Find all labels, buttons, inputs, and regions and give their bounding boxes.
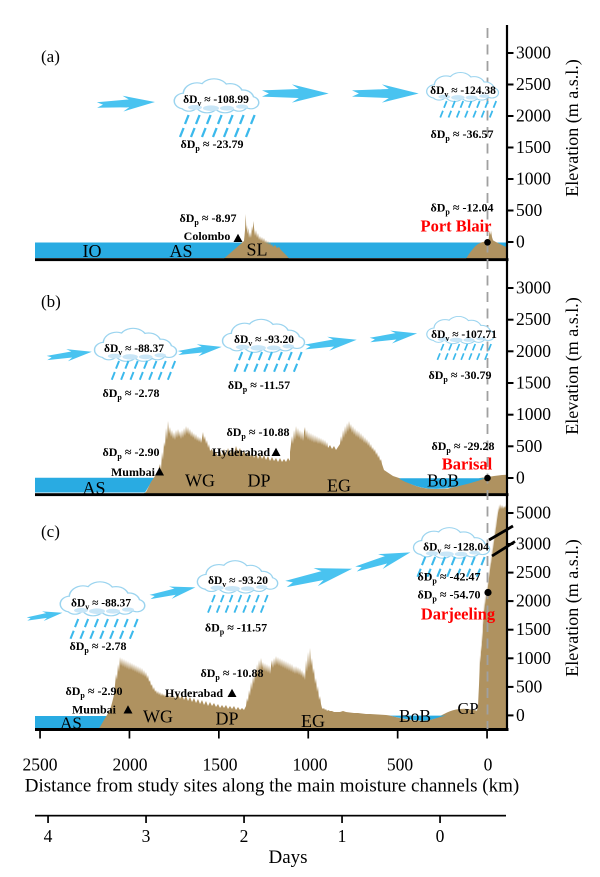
svg-text:δDv ≈ -88.37: δDv ≈ -88.37 [71,598,131,612]
svg-text:(b): (b) [41,292,61,311]
svg-text:AS: AS [82,478,105,498]
svg-text:δDp ≈ -2.78: δDp ≈ -2.78 [103,386,160,402]
svg-text:AS: AS [169,241,192,261]
svg-text:Hyderabad: Hyderabad [212,445,270,459]
svg-text:δDv ≈ -107.71: δDv ≈ -107.71 [431,329,497,343]
svg-text:δDp ≈ -12.04: δDp ≈ -12.04 [431,201,494,217]
svg-text:Elevation (m a.s.l.): Elevation (m a.s.l.) [562,59,583,196]
svg-text:1500: 1500 [516,619,551,639]
svg-text:δDp ≈ -30.79: δDp ≈ -30.79 [429,368,492,384]
svg-text:3000: 3000 [516,43,551,63]
svg-text:GP: GP [457,699,478,718]
svg-text:Mumbai: Mumbai [72,703,117,717]
svg-text:δDp ≈ -42.47: δDp ≈ -42.47 [418,570,481,586]
svg-text:2500: 2500 [516,309,551,329]
svg-text:AS: AS [60,714,82,733]
svg-text:500: 500 [387,755,414,775]
svg-text:EG: EG [301,711,325,731]
svg-text:2500: 2500 [516,74,551,94]
svg-text:(c): (c) [41,522,60,541]
svg-text:0: 0 [484,755,493,775]
svg-text:2000: 2000 [113,755,148,775]
svg-text:(a): (a) [41,47,60,66]
svg-text:1000: 1000 [293,755,328,775]
svg-text:1000: 1000 [516,648,551,668]
svg-text:Days: Days [268,847,307,868]
svg-text:δDv ≈ -88.37: δDv ≈ -88.37 [104,343,164,357]
svg-text:δDp ≈ -2.90: δDp ≈ -2.90 [103,445,160,461]
svg-text:WG: WG [143,707,173,727]
svg-text:Mumbai: Mumbai [111,465,156,479]
svg-text:δDp ≈ -2.90: δDp ≈ -2.90 [66,684,123,700]
svg-text:Barisal: Barisal [442,455,493,474]
svg-text:3: 3 [142,826,151,846]
svg-text:2500: 2500 [516,562,551,582]
svg-text:DP: DP [247,471,270,491]
svg-text:Elevation (m a.s.l.): Elevation (m a.s.l.) [562,297,583,434]
svg-text:δDp ≈ -36.57: δDp ≈ -36.57 [431,127,494,143]
svg-text:0: 0 [516,468,525,488]
svg-text:500: 500 [516,676,543,696]
svg-text:Elevation (m a.s.l.): Elevation (m a.s.l.) [562,539,583,676]
svg-text:δDv ≈ -124.38: δDv ≈ -124.38 [430,85,496,99]
svg-text:Hyderabad: Hyderabad [165,686,223,700]
svg-text:1500: 1500 [516,137,551,157]
svg-text:BoB: BoB [427,471,459,491]
svg-text:2: 2 [240,826,249,846]
svg-text:2000: 2000 [516,591,551,611]
svg-text:Darjeeling: Darjeeling [421,605,496,624]
svg-text:0: 0 [436,826,445,846]
svg-text:5000: 5000 [516,503,551,523]
svg-text:δDp ≈ -23.79: δDp ≈ -23.79 [181,137,244,153]
svg-text:IO: IO [83,241,102,261]
svg-text:2000: 2000 [516,106,551,126]
svg-text:δDp ≈ -10.88: δDp ≈ -10.88 [201,666,264,682]
svg-text:δDv ≈ -93.20: δDv ≈ -93.20 [208,575,268,589]
svg-text:δDp ≈ -54.70: δDp ≈ -54.70 [418,588,481,604]
svg-text:1: 1 [338,826,347,846]
svg-text:EG: EG [327,476,351,496]
svg-text:DP: DP [215,709,238,729]
svg-text:Port Blair: Port Blair [420,217,491,236]
svg-text:BoB: BoB [399,706,431,726]
svg-text:500: 500 [516,200,543,220]
svg-text:0: 0 [516,705,525,725]
svg-text:δDv ≈ -128.04: δDv ≈ -128.04 [423,542,489,556]
svg-text:δDp ≈ -11.57: δDp ≈ -11.57 [228,378,290,394]
svg-text:1500: 1500 [516,373,551,393]
svg-text:1500: 1500 [203,755,238,775]
svg-text:2000: 2000 [516,341,551,361]
svg-text:Colombo: Colombo [184,229,231,243]
svg-text:0: 0 [516,232,525,252]
svg-text:δDp ≈ -10.88: δDp ≈ -10.88 [227,425,290,441]
svg-text:δDp ≈ -11.57: δDp ≈ -11.57 [205,621,267,637]
svg-text:WG: WG [185,471,215,491]
svg-text:δDp ≈ -2.78: δDp ≈ -2.78 [70,639,127,655]
svg-text:Distance from study sites alon: Distance from study sites along the main… [25,776,519,797]
svg-text:δDp ≈ -8.97: δDp ≈ -8.97 [180,211,237,227]
svg-text:SL: SL [246,240,267,260]
svg-text:2500: 2500 [23,755,58,775]
svg-text:1000: 1000 [516,404,551,424]
svg-text:δDv ≈ -93.20: δDv ≈ -93.20 [234,334,294,348]
svg-text:3000: 3000 [516,534,551,554]
svg-text:3000: 3000 [516,278,551,298]
svg-text:4: 4 [44,826,53,846]
svg-text:1000: 1000 [516,169,551,189]
svg-text:δDp ≈ -29.28: δDp ≈ -29.28 [432,439,495,455]
svg-text:δDv ≈ -108.99: δDv ≈ -108.99 [183,94,249,108]
svg-text:500: 500 [516,436,543,456]
